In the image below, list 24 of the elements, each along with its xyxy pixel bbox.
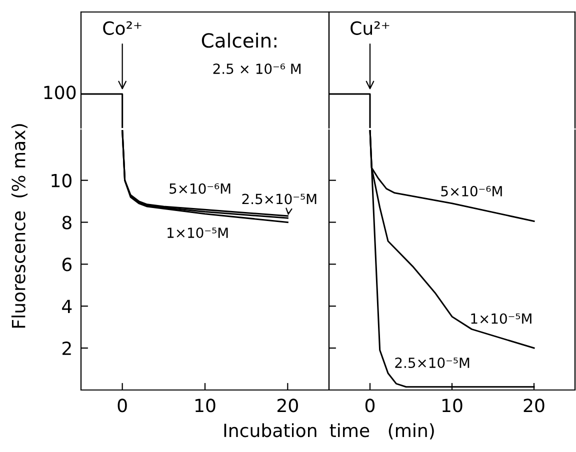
y-tick-label: 4 — [62, 300, 72, 313]
series-label: 1×10⁻⁵M — [471, 313, 532, 324]
series-label: 5×10⁻⁶M — [170, 183, 230, 194]
x-tick-label: 0 — [118, 398, 127, 412]
x-tick-label: 10 — [442, 398, 462, 412]
x-tick-label: 20 — [524, 398, 544, 412]
x-axis-title: Incubation time (min) — [224, 423, 434, 440]
series-label: 2.5×10⁻⁵M — [395, 358, 470, 368]
x-tick-label: 20 — [278, 398, 298, 412]
y-tick-label: 8 — [62, 216, 72, 230]
x-tick-label: 10 — [195, 398, 216, 412]
series-label: 1×10⁻⁵M — [168, 228, 228, 238]
text: Calcein: — [202, 32, 276, 48]
series-label: 2.5×10⁻⁵M — [242, 194, 316, 204]
annotation: Cu²⁺ — [350, 21, 390, 35]
text: 100 — [44, 86, 76, 100]
y-tick-label: 2 — [62, 342, 71, 355]
y-axis-title: Fluorescence (% max) — [11, 124, 28, 328]
y-tick-label: 6 — [62, 258, 72, 272]
x-tick-label: 0 — [365, 398, 375, 412]
text: 2.5 × 10⁻⁶ M — [213, 64, 300, 74]
series-label: 5×10⁻⁶M — [441, 186, 502, 196]
annotation: Co²⁺ — [103, 21, 142, 35]
y-tick-label: 10 — [52, 174, 72, 188]
